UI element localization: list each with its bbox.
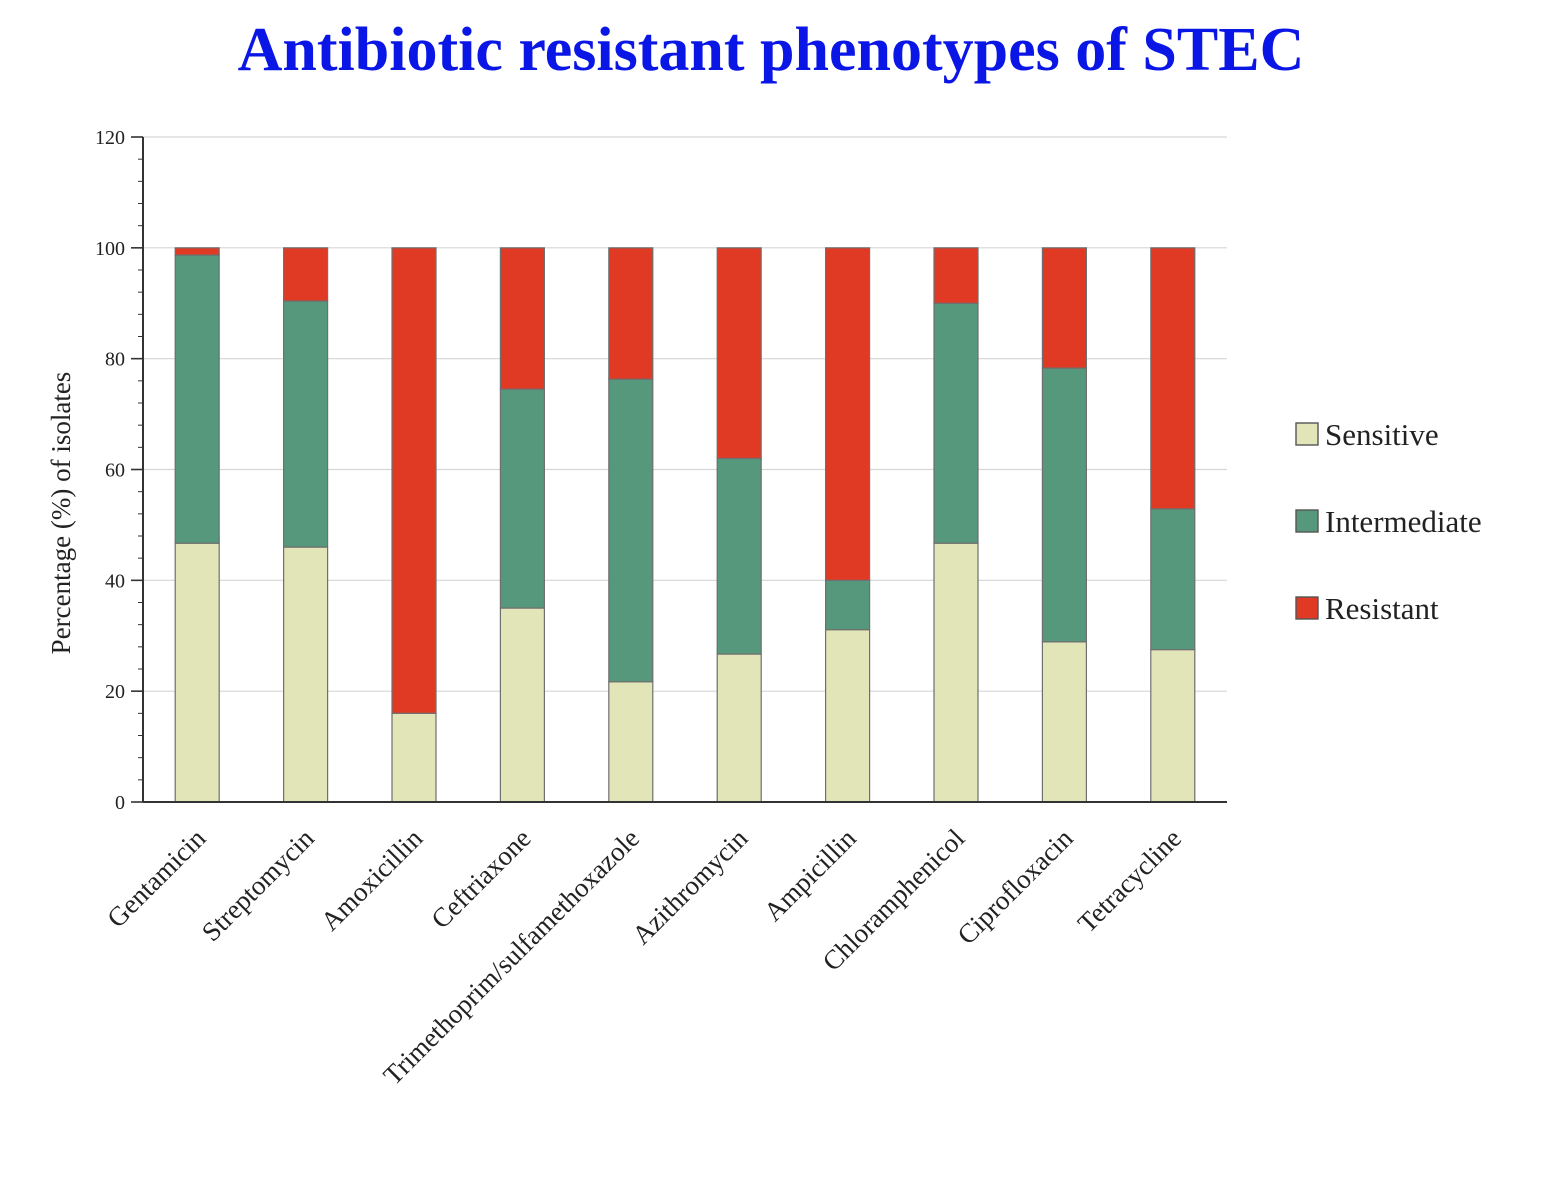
bars	[174, 247, 1196, 803]
bar-segment-sensitive	[1041, 641, 1088, 803]
axes	[131, 136, 1227, 803]
bar-segment-intermediate	[824, 579, 871, 631]
bar-segment-sensitive	[283, 546, 329, 803]
bar-segment-resistant	[174, 247, 220, 256]
legend-label-intermediate: Intermediate	[1325, 504, 1482, 539]
x-category-label: Ceftriaxone	[425, 823, 536, 934]
bar-segment-resistant	[824, 247, 871, 581]
chart-title: Antibiotic resistant phenotypes of STEC	[237, 16, 1305, 84]
bar-segment-resistant	[716, 247, 762, 460]
legend-swatch-resistant	[1295, 596, 1319, 620]
y-tick-label: 40	[105, 570, 125, 592]
y-tick-label: 20	[105, 681, 125, 703]
legend-swatch-intermediate	[1295, 509, 1319, 533]
bar-segment-sensitive	[716, 653, 762, 803]
bar-segment-sensitive	[499, 607, 545, 803]
x-category-label: Azithromycin	[626, 823, 754, 951]
bar-segment-sensitive	[391, 712, 437, 803]
bar-segment-sensitive	[824, 629, 871, 803]
bar-segment-resistant	[391, 247, 437, 714]
bar-segment-intermediate	[716, 457, 762, 655]
bar-segment-resistant	[283, 247, 329, 302]
y-tick-label: 0	[115, 792, 125, 814]
bar-segment-sensitive	[933, 542, 979, 803]
bar-segment-intermediate	[283, 300, 329, 548]
bar-segment-resistant	[933, 247, 979, 304]
x-category-label: Ciprofloxacin	[951, 823, 1079, 951]
bar-segment-resistant	[1041, 247, 1088, 369]
bar-segment-intermediate	[1150, 508, 1196, 651]
legend: Sensitive Intermediate Resistant	[1295, 417, 1482, 626]
y-tick-label: 80	[105, 349, 125, 371]
bar-segment-intermediate	[174, 254, 220, 544]
legend-label-resistant: Resistant	[1325, 591, 1439, 626]
y-tick-label: 100	[95, 238, 125, 260]
y-tick-labels: 0 20 40 60 80 100 120	[95, 127, 125, 814]
bar-segment-resistant	[608, 247, 654, 380]
bar-segment-sensitive	[1150, 649, 1196, 803]
x-category-label: Ampicillin	[758, 823, 862, 927]
x-category-label: Streptomycin	[196, 823, 320, 947]
y-tick-label: 60	[105, 460, 125, 482]
bar-segment-resistant	[499, 247, 545, 390]
bar-segment-sensitive	[608, 681, 654, 803]
bar-segment-sensitive	[174, 542, 220, 803]
bar-segment-intermediate	[608, 378, 654, 683]
bar-segment-intermediate	[1041, 367, 1088, 643]
legend-swatch-sensitive	[1295, 422, 1319, 446]
bar-segment-intermediate	[499, 388, 545, 609]
y-axis-label: Percentage (%) of isolates	[46, 372, 76, 655]
x-category-label: Tetracycline	[1072, 823, 1187, 938]
y-tick-label: 120	[95, 127, 125, 149]
x-category-label: Gentamicin	[101, 823, 212, 934]
bar-segment-resistant	[1150, 247, 1196, 510]
x-category-labels: GentamicinStreptomycinAmoxicillinCeftria…	[101, 823, 1187, 1091]
x-category-label: Amoxicillin	[315, 823, 429, 937]
bar-segment-intermediate	[933, 302, 979, 544]
legend-label-sensitive: Sensitive	[1325, 417, 1439, 452]
